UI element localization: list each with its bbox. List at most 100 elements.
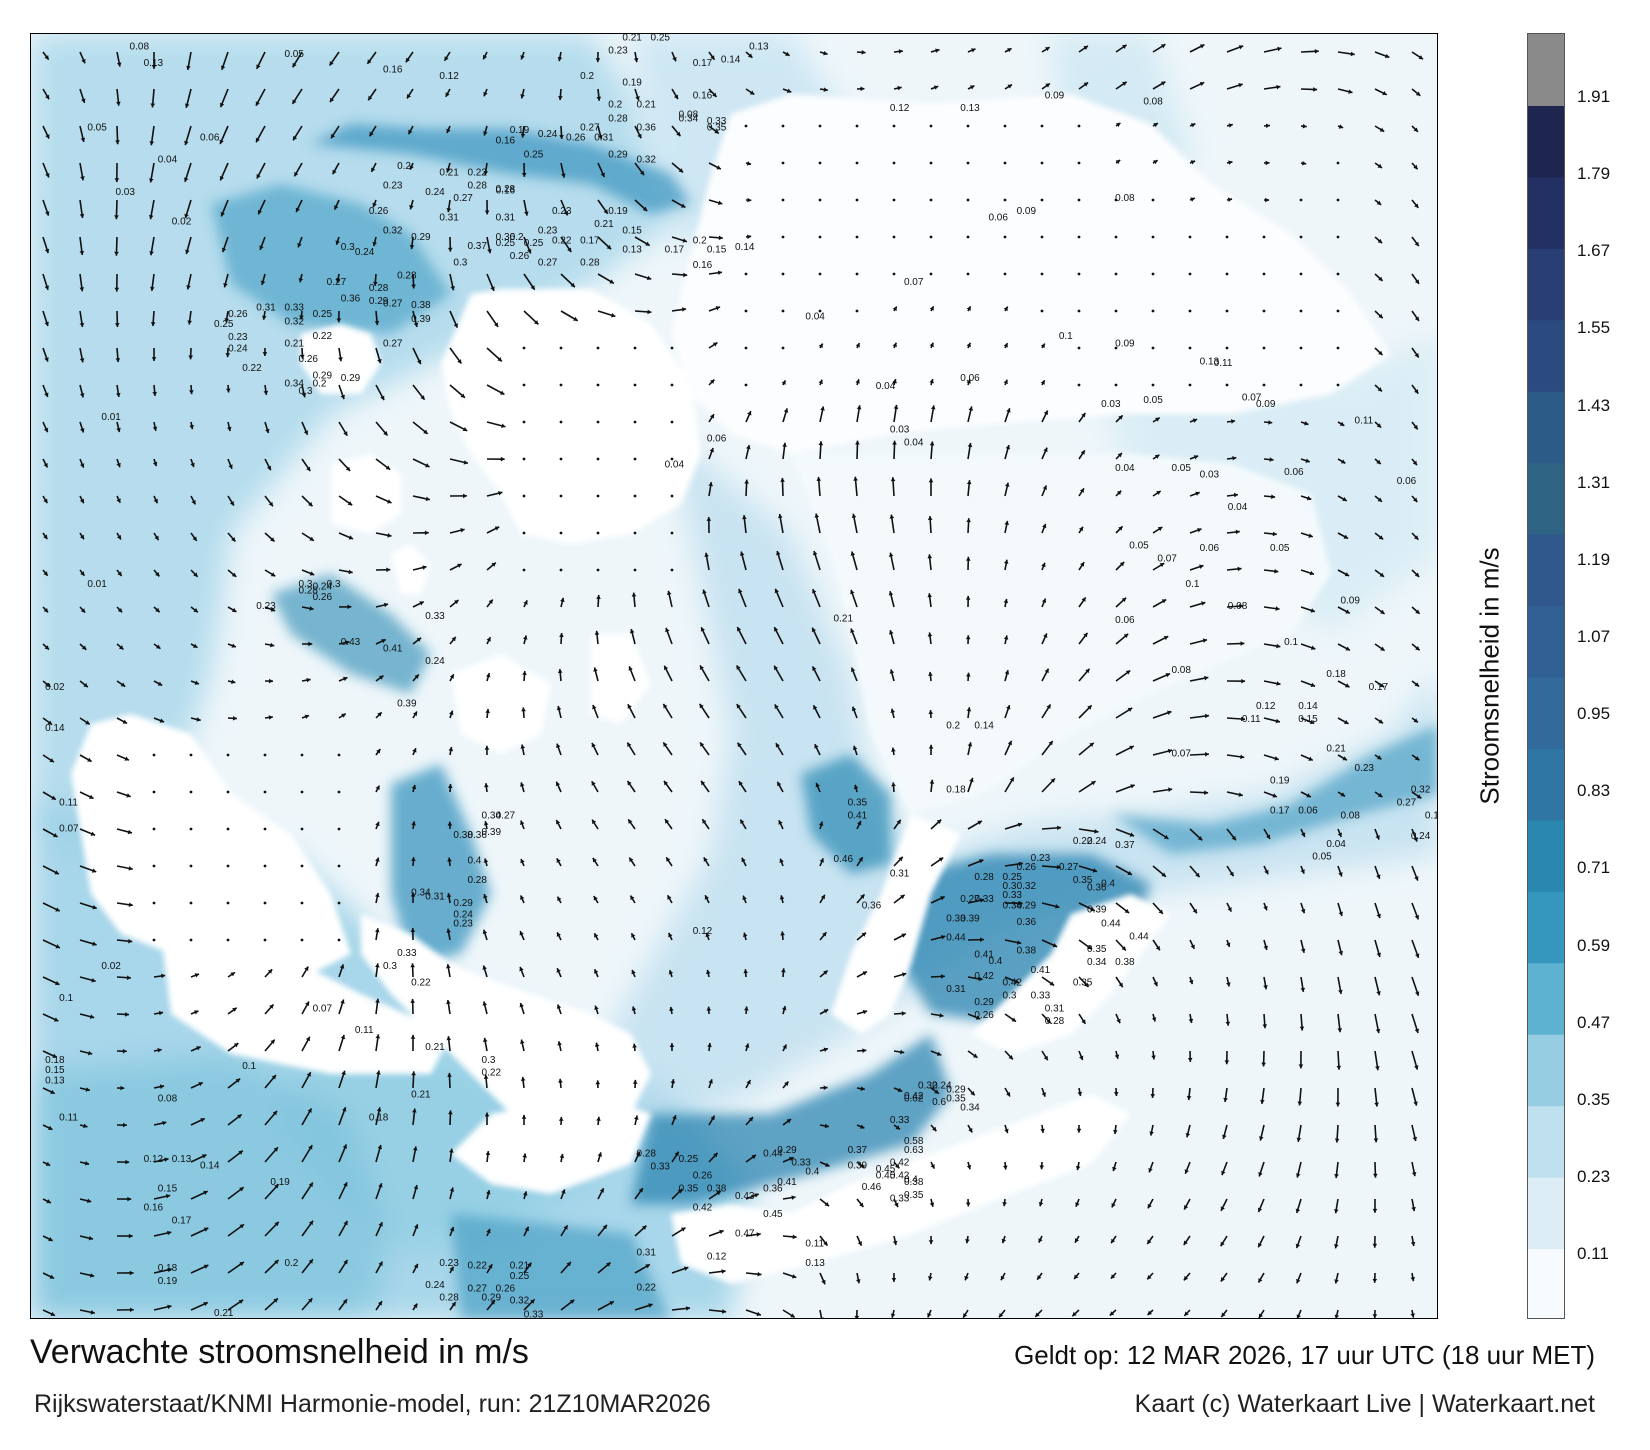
speed-value-label: 0.31 [890,868,910,879]
vector-arrow [594,1042,600,1052]
speed-value-label: 0.41 [848,810,868,821]
vector-arrow [42,273,50,291]
vector-arrow [1147,1198,1154,1209]
vector-arrow [1411,347,1420,358]
vector-arrow [745,444,751,460]
land-mid-2 [451,654,551,754]
vector-arrow [1300,87,1318,92]
vector-arrow [523,1298,536,1311]
vector-arrow [634,1263,651,1274]
land-mid-3 [591,634,651,724]
speed-value-label: 0.26 [1017,862,1037,873]
vector-arrow [929,779,935,793]
colorbar-band [1528,962,1564,1035]
speed-value-label: 0.31 [636,1248,656,1259]
vector-dot [670,568,674,572]
vector-arrow [856,820,862,830]
vector-arrow [1189,751,1209,757]
vector-arrow [79,569,86,577]
vector-arrow [1041,410,1049,423]
speed-value-label: 0.11 [805,1239,824,1250]
vector-arrow [1152,454,1160,460]
vector-arrow [410,998,416,1015]
vector-arrow [1078,902,1096,912]
speed-value-label: 0.11 [59,798,78,809]
vector-arrow [301,1071,312,1089]
vector-arrow [264,1183,280,1200]
vector-arrow [890,477,896,497]
vector-arrow [893,856,904,867]
vector-arrow [1337,976,1343,995]
vector-arrow [153,606,161,613]
vector-arrow [929,441,935,460]
vector-dot [522,457,526,461]
vector-arrow [521,162,527,177]
vector-arrow [42,1124,53,1131]
vector-arrow [1262,1013,1268,1029]
vector-arrow [1374,1087,1379,1107]
speed-value-label: 0.27 [496,810,516,821]
vector-arrow [1263,197,1270,203]
speed-value-label: 0.24 [932,1081,952,1092]
vector-arrow [671,1114,677,1126]
vector-arrow [1152,748,1173,756]
vector-dot [300,864,304,868]
vector-arrow [1189,713,1210,719]
vector-arrow [1226,902,1233,912]
speed-value-label: 0.08 [1143,97,1163,108]
vector-dot [559,568,563,572]
vector-arrow [892,440,897,460]
speed-value-label: 0.12 [1256,701,1276,712]
speed-value-label: 0.32 [636,155,656,166]
vector-dot [744,309,748,313]
vector-arrow [227,679,236,685]
speed-value-label: 0.42 [974,971,994,982]
vector-arrow [1189,528,1202,534]
vector-arrow [42,532,48,540]
vector-arrow [707,1042,712,1052]
vector-dot [522,531,526,535]
vector-arrow [819,969,829,978]
vector-arrow [116,606,123,613]
vector-arrow [335,273,341,283]
vector-arrow [1411,902,1420,920]
speed-value-label: 0.27 [453,193,473,204]
vector-arrow [1373,1161,1378,1178]
vector-arrow [1034,1309,1043,1318]
vector-arrow [856,1086,865,1091]
vector-dot [189,901,193,905]
vector-arrow [738,780,747,793]
vector-dot [818,309,822,313]
vector-arrow [1113,1087,1119,1097]
vector-arrow [930,1013,944,1018]
speed-value-label: 0.28 [496,184,516,195]
vector-arrow [597,1187,605,1200]
speed-value-label: 0.34 [679,113,699,124]
colorbar-tick: 1.91 [1577,86,1611,106]
vector-arrow [293,162,303,177]
vector-arrow [521,1114,527,1126]
speed-value-label: 0.24 [313,582,333,593]
vector-arrow [1411,310,1420,322]
speed-value-label: 0.09 [1115,338,1135,349]
vector-arrow [1115,44,1128,53]
vector-arrow [1113,1124,1118,1135]
vector-arrow [782,1081,790,1089]
vector-arrow [153,643,161,650]
speed-value-label: 0.23 [383,180,403,191]
vector-arrow [1189,160,1196,165]
vector-dot [152,753,156,757]
speed-value-label: 0.07 [1157,553,1177,564]
vector-dot [1336,235,1340,239]
vector-dot [818,124,822,128]
vector-arrow [42,791,57,801]
vector-arrow [1300,976,1306,993]
speed-value-label: 0.41 [383,643,403,654]
vector-arrow [928,744,934,756]
land-flevoland [831,814,961,1034]
vector-dot [1151,383,1155,387]
vector-arrow [1115,902,1130,914]
vector-arrow [520,1039,525,1052]
vector-arrow [930,1124,937,1132]
vector-arrow [1041,902,1060,909]
